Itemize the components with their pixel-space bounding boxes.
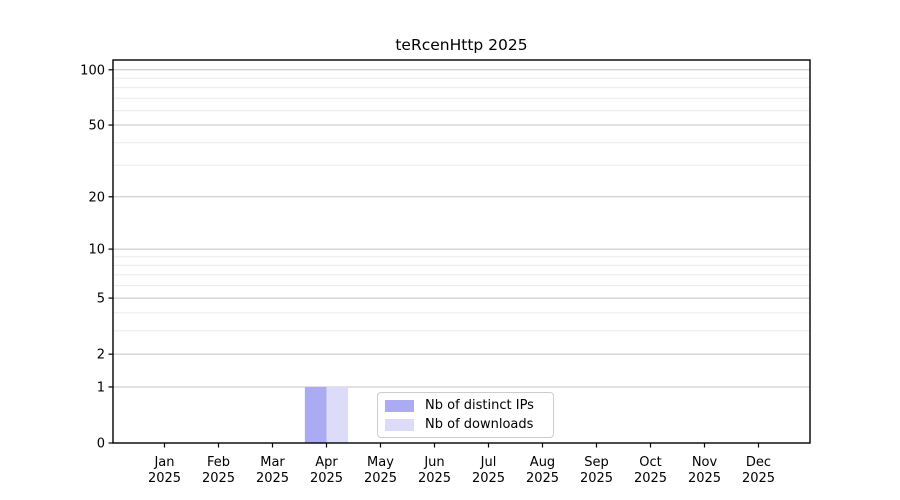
- x-tick-label-month: Mar: [260, 455, 285, 470]
- y-tick-label: 100: [80, 63, 105, 78]
- legend-swatch-distinct-ips-icon: [385, 399, 414, 412]
- y-tick-label: 20: [88, 190, 105, 205]
- x-tick-label-month: Nov: [692, 455, 718, 470]
- x-tick-label-month: Apr: [315, 455, 338, 470]
- x-tick-label-year: 2025: [634, 471, 667, 486]
- bar-distinct-ips-apr: [304, 386, 327, 443]
- x-tick-label-month: Dec: [746, 455, 771, 470]
- x-tick-label-month: May: [367, 455, 394, 470]
- chart-title: teRcenHttp 2025: [395, 36, 528, 54]
- axis-frame: [112, 59, 811, 444]
- legend: Nb of distinct IPs Nb of downloads: [377, 392, 554, 438]
- x-tick-label-month: Oct: [639, 455, 661, 470]
- y-tick-label: 5: [97, 292, 105, 307]
- x-tick-label-month: Feb: [207, 455, 230, 470]
- y-tick-label: 50: [88, 119, 105, 134]
- x-tick-label-year: 2025: [580, 471, 613, 486]
- x-tick-label-year: 2025: [688, 471, 721, 486]
- legend-label-downloads: Nb of downloads: [425, 417, 534, 432]
- x-tick-label-month: Jun: [423, 455, 444, 470]
- x-tick-label-year: 2025: [148, 471, 181, 486]
- y-tick-label: 1: [97, 380, 105, 395]
- y-tick-label: 10: [88, 243, 105, 258]
- bar-downloads-apr: [326, 386, 349, 443]
- x-tick-label-year: 2025: [418, 471, 451, 486]
- x-tick-label-year: 2025: [742, 471, 775, 486]
- legend-swatch-downloads-icon: [385, 418, 414, 431]
- y-tick-label: 0: [97, 437, 105, 452]
- x-tick-label-month: Jul: [480, 455, 497, 470]
- x-tick-label-year: 2025: [472, 471, 505, 486]
- x-tick-label-year: 2025: [202, 471, 235, 486]
- legend-label-distinct-ips: Nb of distinct IPs: [425, 398, 534, 413]
- x-tick-label-year: 2025: [310, 471, 343, 486]
- x-tick-label-month: Jan: [153, 455, 174, 470]
- x-tick-label-month: Aug: [530, 455, 555, 470]
- x-tick-label-year: 2025: [364, 471, 397, 486]
- legend-item-distinct-ips: Nb of distinct IPs: [385, 398, 545, 413]
- legend-item-downloads: Nb of downloads: [385, 417, 545, 432]
- y-tick-label: 2: [97, 348, 105, 363]
- x-tick-label-year: 2025: [256, 471, 289, 486]
- x-tick-label-year: 2025: [526, 471, 559, 486]
- x-tick-label-month: Sep: [584, 455, 609, 470]
